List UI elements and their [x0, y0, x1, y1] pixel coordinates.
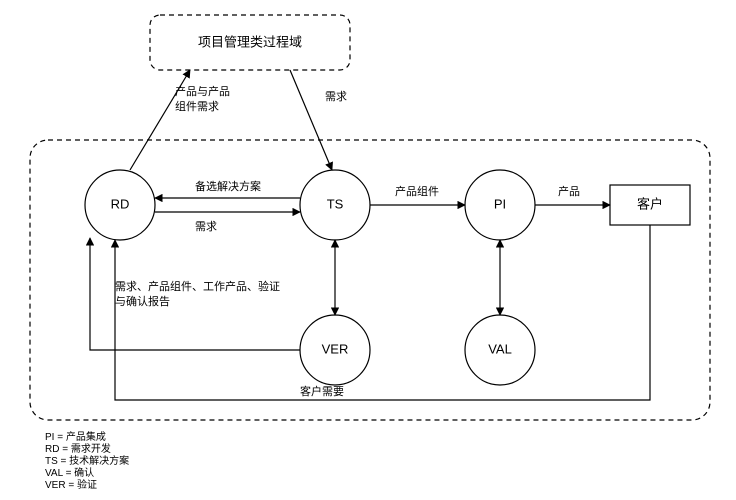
- node-pi-label: PI: [494, 196, 506, 211]
- legend-item-4: VER = 验证: [45, 478, 97, 491]
- edge-top-ts-label: 需求: [325, 90, 347, 103]
- node-ver-label: VER: [322, 341, 349, 356]
- legend-item-3: VAL = 确认: [45, 466, 94, 479]
- edge-rd-ts-bot-label: 需求: [195, 220, 217, 233]
- edge-cust-rd: [115, 225, 650, 400]
- edge-ver-rd-label2: 与确认报告: [115, 294, 170, 308]
- edge-ts-pi-label: 产品组件: [395, 184, 439, 198]
- legend-item-2: TS = 技术解决方案: [45, 454, 129, 467]
- legend-item-0: PI = 产品集成: [45, 430, 106, 443]
- edge-rd-top-label2: 组件需求: [175, 99, 219, 113]
- node-ts-label: TS: [327, 196, 344, 211]
- edge-rd-top: [130, 70, 190, 170]
- top-process-box-label: 项目管理类过程域: [198, 35, 302, 50]
- edge-ver-rd: [90, 238, 300, 350]
- edge-pi-cust-label: 产品: [558, 184, 580, 198]
- edge-ts-rd-top-label: 备选解决方案: [195, 179, 261, 193]
- legend-item-1: RD = 需求开发: [45, 442, 111, 455]
- edge-cust-rd-label: 客户需要: [300, 384, 344, 398]
- node-val-label: VAL: [488, 341, 512, 356]
- edge-ver-rd-label: 需求、产品组件、工作产品、验证: [115, 279, 280, 293]
- node-rd-label: RD: [111, 196, 130, 211]
- edge-top-ts: [290, 70, 332, 170]
- node-cust-label: 客户: [637, 196, 663, 211]
- edge-rd-top-label: 产品与产品: [175, 84, 230, 98]
